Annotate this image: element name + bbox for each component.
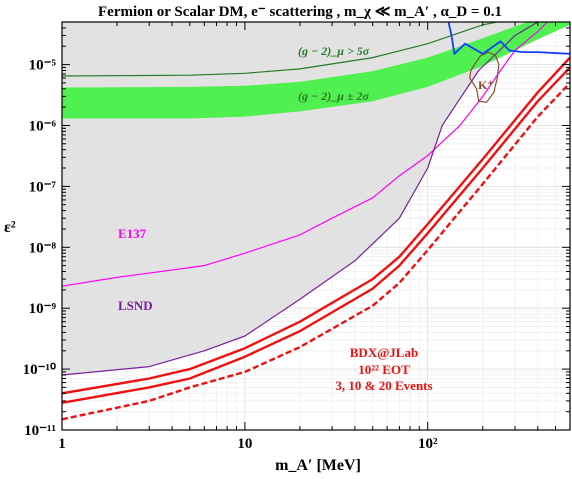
- series-bdx-jlab-10-events-line: [62, 66, 570, 404]
- y-tick-label: 10⁻¹⁰: [23, 362, 56, 378]
- lsnd-annotation: LSND: [118, 298, 153, 313]
- chart-title: Fermion or Scalar DM, e⁻ scattering , m_…: [98, 4, 502, 20]
- x-tick-label: 10²: [418, 436, 438, 452]
- y-tick-label: 10⁻¹¹: [24, 423, 56, 439]
- g2-band-annotation: (g − 2)_μ ± 2σ: [298, 89, 370, 103]
- plot-frame: [61, 21, 571, 431]
- g2-band: [62, 22, 570, 119]
- y-tick-label: 10⁻⁸: [29, 240, 57, 256]
- x-tick-label: 1: [58, 436, 66, 452]
- y-tick-label: 10⁻⁵: [29, 58, 57, 74]
- series-lsnd-line: [62, 22, 539, 376]
- bdx-annotation-line1: BDX@JLab: [350, 345, 418, 360]
- series-babar-line: [447, 22, 570, 55]
- g2-5sigma-line: [62, 22, 498, 77]
- series-e137-line: [62, 22, 548, 287]
- g2-5sigma-annotation: (g − 2)_μ > 5σ: [298, 44, 370, 58]
- x-tick-labels: 1 10 10²: [58, 436, 438, 452]
- series-k-line: [469, 51, 500, 103]
- x-tick-label: 10: [237, 436, 252, 452]
- series-bdx-jlab-3-events-line: [62, 82, 570, 421]
- bdx-annotation-line2: 10²² EOT: [358, 362, 410, 377]
- y-tick-label: 10⁻⁹: [29, 301, 57, 317]
- series-bdx-jlab-20-events-line: [62, 56, 570, 395]
- y-tick-label: 10⁻⁶: [29, 118, 57, 134]
- e137-annotation: E137: [118, 226, 147, 241]
- x-axis-label: m_A′ [MeV]: [275, 457, 361, 474]
- bdx-annotation-line3: 3, 10 & 20 Events: [335, 378, 432, 393]
- y-tick-labels: 10⁻¹¹ 10⁻¹⁰ 10⁻⁹ 10⁻⁸ 10⁻⁷ 10⁻⁶ 10⁻⁵: [23, 58, 57, 439]
- kaon-annotation: K⁺: [478, 78, 494, 92]
- y-tick-label: 10⁻⁷: [29, 179, 57, 195]
- y-axis-label: ε²: [4, 219, 16, 236]
